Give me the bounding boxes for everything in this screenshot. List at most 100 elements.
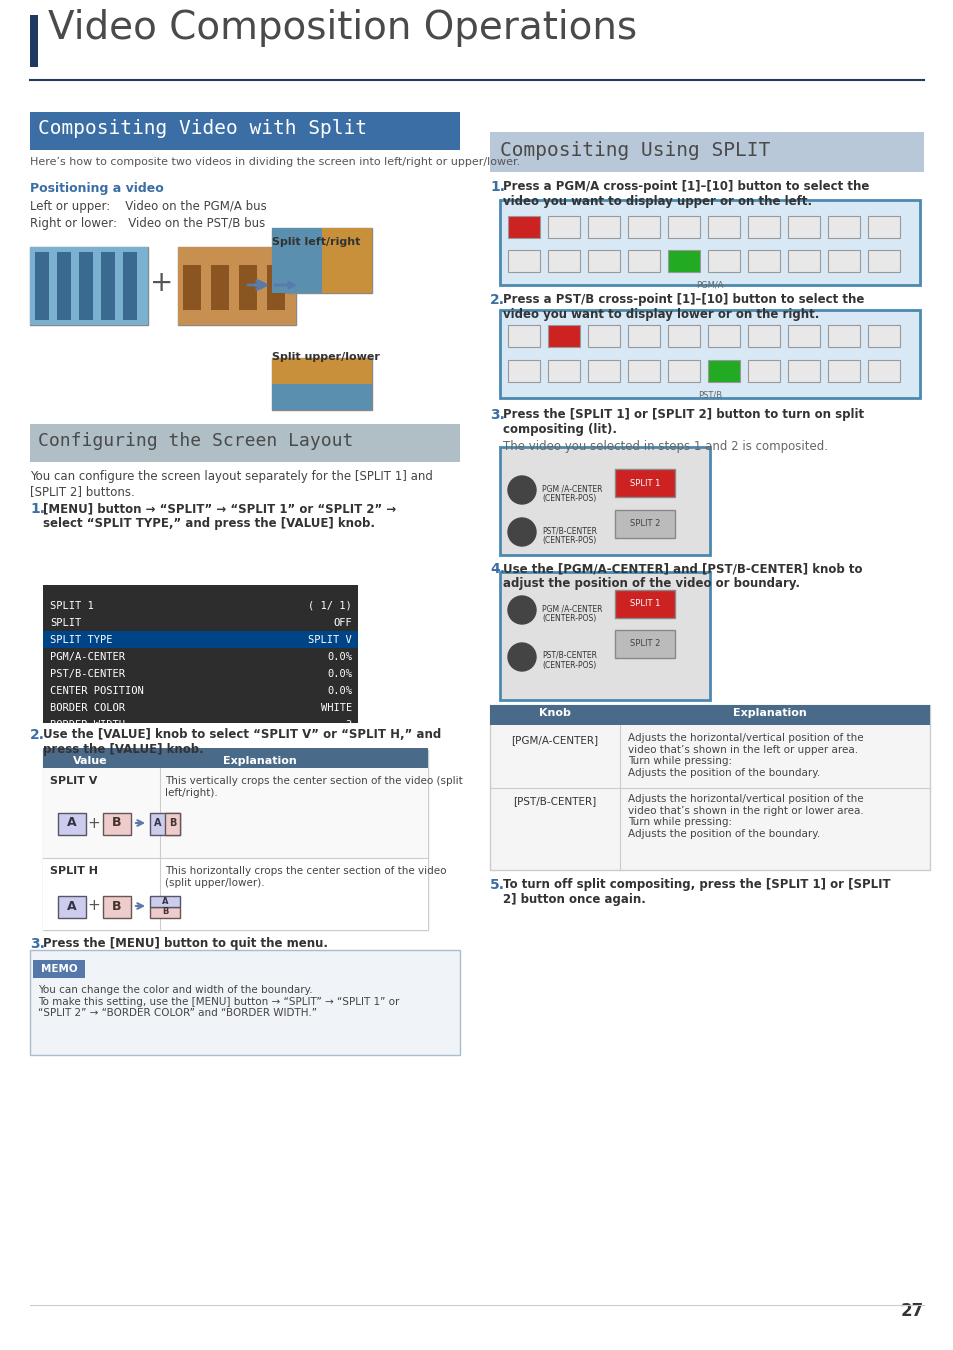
Bar [827,360,859,382]
Text: PGM /A-CENTER
(CENTER-POS): PGM /A-CENTER (CENTER-POS) [541,485,602,504]
Bar [667,360,700,382]
Text: You can configure the screen layout separately for the [SPLIT 1] and
[SPLIT 2] b: You can configure the screen layout sepa… [30,470,433,498]
Bar [667,250,700,271]
Text: PST/B-CENTER
(CENTER-POS): PST/B-CENTER (CENTER-POS) [541,526,597,545]
Bar [499,572,709,701]
Bar [211,265,229,310]
Bar [499,310,919,398]
Bar [547,216,579,238]
Bar [587,325,619,347]
Text: 5.: 5. [490,878,504,892]
Bar [499,447,709,555]
Text: B: B [112,817,122,829]
Bar [627,250,659,271]
Text: SPLIT: SPLIT [50,618,81,628]
Text: This horizontally crops the center section of the video
(split upper/lower).: This horizontally crops the center secti… [165,865,446,887]
Text: Here’s how to composite two videos in dividing the screen into left/right or upp: Here’s how to composite two videos in di… [30,157,519,167]
Bar [747,360,780,382]
Bar [30,247,148,325]
Text: 1.: 1. [490,180,504,194]
Bar [183,265,201,310]
Text: SPLIT 1: SPLIT 1 [50,601,93,612]
Bar [615,630,675,657]
Bar [272,228,372,293]
Bar [490,705,929,725]
Bar [490,705,929,869]
Text: A: A [154,818,162,828]
Bar [272,358,372,410]
Bar [43,630,357,648]
Text: To turn off split compositing, press the [SPLIT 1] or [SPLIT
2] button once agai: To turn off split compositing, press the… [502,878,890,906]
Bar [615,510,675,539]
Bar [499,310,919,398]
Text: +: + [151,269,173,297]
Circle shape [507,595,536,624]
Text: Press a PGM/A cross-point [1]–[10] button to select the
video you want to displa: Press a PGM/A cross-point [1]–[10] butto… [502,180,868,208]
Text: Explanation: Explanation [732,707,806,718]
Bar [57,252,71,320]
Bar [499,200,919,285]
Text: [MENU] button → “SPLIT” → “SPLIT 1” or “SPLIT 2” →
select “SPLIT TYPE,” and pres: [MENU] button → “SPLIT” → “SPLIT 1” or “… [43,502,395,531]
Text: Video Composition Operations: Video Composition Operations [48,9,637,47]
Text: PGM/A-CENTER: PGM/A-CENTER [50,652,125,662]
Bar [35,252,49,320]
Text: Press the [MENU] button to quit the menu.: Press the [MENU] button to quit the menu… [43,937,328,950]
Bar [507,360,539,382]
Bar [322,228,372,293]
Text: Right or lower:   Video on the PST/B bus: Right or lower: Video on the PST/B bus [30,217,265,230]
Bar [43,748,428,768]
Text: SPLIT H: SPLIT H [50,865,98,876]
Text: BORDER WIDTH: BORDER WIDTH [50,720,125,730]
Bar [747,325,780,347]
Text: SPLIT TYPE: SPLIT TYPE [50,634,112,645]
Text: [PGM/A-CENTER]: [PGM/A-CENTER] [511,734,598,745]
Bar [587,216,619,238]
Text: PST/B-CENTER: PST/B-CENTER [50,670,125,679]
Bar [627,216,659,238]
Bar [747,216,780,238]
Bar [272,383,372,410]
Bar [867,250,899,271]
Text: A: A [162,896,168,906]
Bar [707,250,740,271]
Bar [627,325,659,347]
Text: Press a PST/B cross-point [1]–[10] button to select the
video you want to displa: Press a PST/B cross-point [1]–[10] butto… [502,293,863,321]
Bar [43,768,428,859]
Bar [58,896,86,918]
Text: A: A [67,817,77,829]
Bar [103,813,131,836]
Bar [178,247,295,325]
Text: Value: Value [72,756,107,765]
Text: 27: 27 [900,1301,923,1320]
Bar [30,247,148,325]
Bar [499,447,709,555]
Bar [499,572,709,701]
Bar [707,325,740,347]
Text: PGM /A-CENTER
(CENTER-POS): PGM /A-CENTER (CENTER-POS) [541,603,602,624]
Text: 3.: 3. [30,937,45,950]
Text: B: B [112,899,122,913]
Text: 4.: 4. [490,562,504,576]
Bar [43,751,428,930]
Text: Positioning a video: Positioning a video [30,182,164,194]
Text: 0.0%: 0.0% [327,670,352,679]
Bar [30,424,459,462]
Text: SPLIT V: SPLIT V [308,634,352,645]
Text: CENTER POSITION: CENTER POSITION [50,686,144,697]
Text: Knob: Knob [538,707,570,718]
Text: This vertically crops the center section of the video (split
left/right).: This vertically crops the center section… [165,776,462,798]
Bar [123,252,137,320]
Text: Press the [SPLIT 1] or [SPLIT 2] button to turn on split
compositing (lit).: Press the [SPLIT 1] or [SPLIT 2] button … [502,408,863,436]
Bar [43,859,428,930]
Text: SPLIT 2: SPLIT 2 [629,640,659,648]
Text: WHITE: WHITE [320,703,352,713]
Text: PST/B-CENTER
(CENTER-POS): PST/B-CENTER (CENTER-POS) [541,651,597,671]
Bar [178,247,295,325]
Text: OFF: OFF [333,618,352,628]
Bar [272,358,372,383]
Text: 3: 3 [345,720,352,730]
Bar [490,132,923,171]
Text: PGM/A: PGM/A [696,279,723,289]
Text: Adjusts the horizontal/vertical position of the
video that’s shown in the left o: Adjusts the horizontal/vertical position… [627,733,862,778]
Bar [747,250,780,271]
